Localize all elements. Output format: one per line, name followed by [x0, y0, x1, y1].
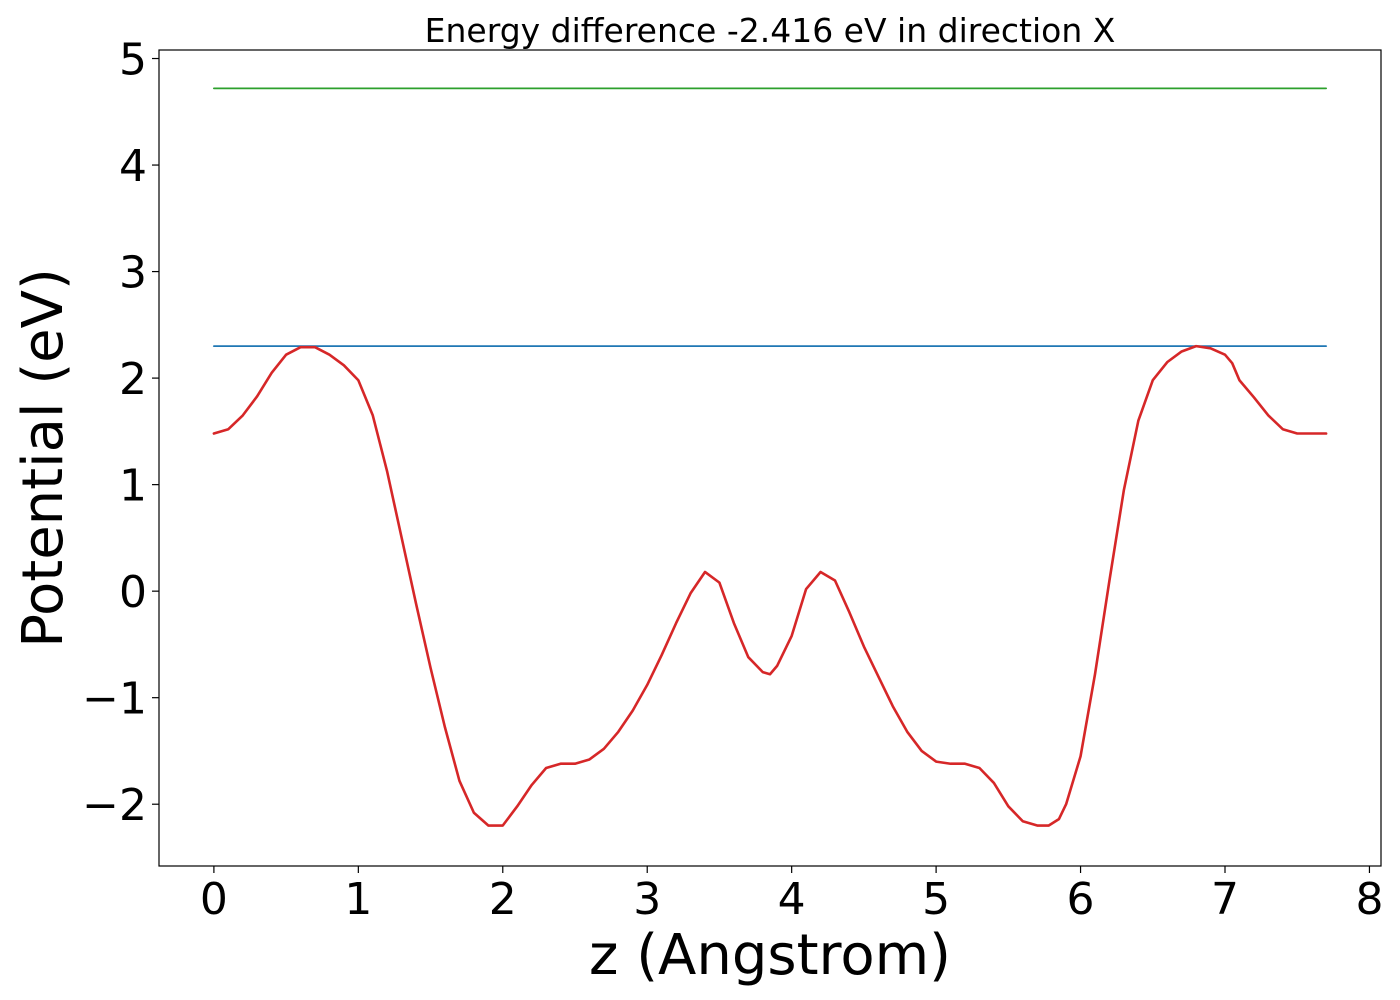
x-tick-label: 6: [1067, 874, 1095, 925]
x-axis-label: z (Angstrom): [589, 923, 951, 988]
x-tick-label: 8: [1355, 874, 1383, 925]
y-tick-label: 1: [119, 461, 147, 512]
x-tick-label: 2: [489, 874, 517, 925]
y-axis-label: Potential (eV): [11, 268, 76, 648]
y-axis: −2 −1 0 1 2 3 4 5: [82, 35, 159, 831]
y-tick-label: −1: [82, 674, 147, 725]
x-tick-label: 0: [200, 874, 228, 925]
plot-background: [159, 50, 1381, 866]
x-tick-label: 4: [778, 874, 806, 925]
plot-frame: [158, 49, 1382, 867]
y-tick-label: −2: [82, 780, 147, 831]
x-tick-label: 5: [922, 874, 950, 925]
y-tick-label: 2: [119, 354, 147, 405]
y-tick-label: 3: [119, 248, 147, 299]
chart-title: Energy difference -2.416 eV in direction…: [425, 11, 1116, 50]
x-tick-label: 3: [633, 874, 661, 925]
x-axis: 0 1 2 3 4 5 6 7 8: [200, 866, 1383, 925]
y-tick-label: 0: [119, 567, 147, 618]
series-layer: [212, 87, 1328, 827]
y-tick-label: 5: [119, 35, 147, 86]
x-tick-label: 1: [344, 874, 372, 925]
x-tick-label: 7: [1211, 874, 1239, 925]
series-line-1: [212, 344, 1328, 827]
y-tick-label: 4: [119, 141, 147, 192]
